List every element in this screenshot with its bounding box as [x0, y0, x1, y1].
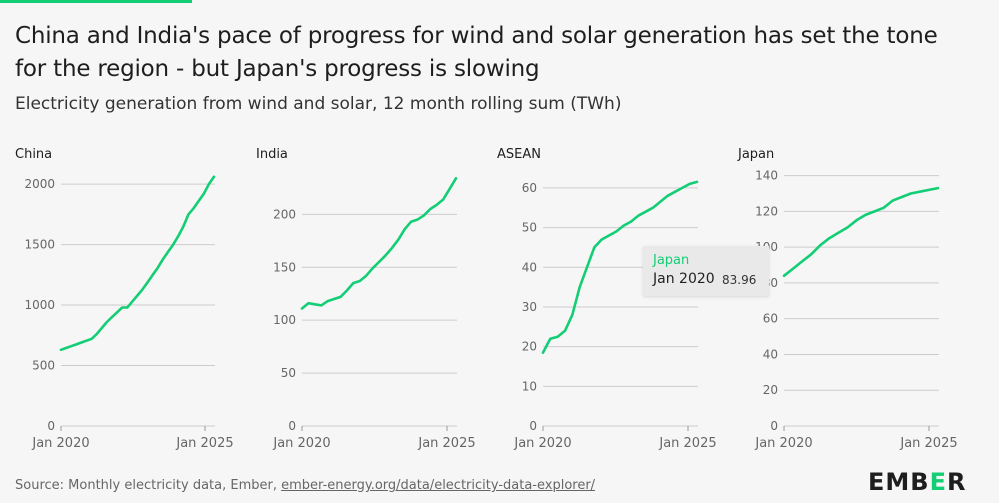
y-tick-label: 0	[288, 419, 296, 433]
x-tick-label: Jan 2020	[754, 436, 812, 451]
page-title: China and India's pace of progress for w…	[15, 23, 938, 82]
tooltip-date: Jan 2020	[653, 271, 715, 287]
logo-mark: E	[929, 468, 947, 496]
series-line	[300, 177, 458, 310]
y-tick-label: 1500	[24, 238, 55, 252]
chart-title: ASEAN	[497, 147, 541, 162]
page-subtitle: Electricity generation from wind and sol…	[15, 94, 622, 114]
x-tick-label: Jan 2025	[658, 436, 716, 451]
y-tick-label: 150	[273, 260, 296, 274]
y-tick-label: 20	[763, 383, 778, 397]
y-tick-label: 40	[522, 260, 537, 274]
chart-title: Japan	[737, 147, 774, 162]
chart-tooltip: Japan Jan 2020 83.96	[643, 246, 769, 296]
y-tick-label: 120	[755, 204, 778, 218]
x-tick-label: Jan 2020	[272, 436, 330, 451]
logo-text-right: R	[946, 468, 967, 496]
y-tick-label: 50	[281, 366, 296, 380]
x-tick-label: Jan 2025	[175, 436, 233, 451]
y-tick-label: 60	[763, 312, 778, 326]
x-tick-label: Jan 2025	[417, 436, 475, 451]
y-tick-label: 200	[273, 207, 296, 221]
y-tick-label: 100	[273, 313, 296, 327]
source-link[interactable]: ember-energy.org/data/electricity-data-e…	[281, 478, 596, 493]
y-tick-label: 50	[522, 221, 537, 235]
series-line	[59, 175, 216, 352]
y-tick-label: 140	[755, 169, 778, 183]
y-tick-label: 60	[522, 181, 537, 195]
accent-bar	[0, 0, 192, 3]
y-tick-label: 30	[522, 300, 537, 314]
y-tick-label: 20	[522, 340, 537, 354]
y-tick-label: 500	[32, 359, 55, 373]
ember-logo: EMBER	[868, 468, 966, 496]
source-note: Source: Monthly electricity data, Ember,…	[15, 478, 595, 493]
y-tick-label: 10	[522, 379, 537, 393]
x-tick-label: Jan 2025	[899, 436, 957, 451]
series-line	[782, 186, 940, 278]
y-tick-label: 0	[47, 419, 55, 433]
series-line	[541, 180, 699, 354]
x-tick-label: Jan 2020	[31, 436, 89, 451]
x-tick-label: Jan 2020	[513, 436, 571, 451]
y-tick-label: 2000	[24, 177, 55, 191]
y-tick-label: 0	[770, 419, 778, 433]
chart-title: India	[256, 147, 288, 162]
chart-title: China	[15, 147, 52, 162]
tooltip-value: 83.96	[722, 273, 757, 287]
y-tick-label: 40	[763, 347, 778, 361]
y-tick-label: 0	[529, 419, 537, 433]
y-tick-label: 1000	[24, 298, 55, 312]
source-prefix: Source: Monthly electricity data, Ember,	[15, 478, 277, 493]
tooltip-series-label: Japan	[653, 253, 690, 268]
logo-text-left: EMB	[868, 468, 930, 496]
